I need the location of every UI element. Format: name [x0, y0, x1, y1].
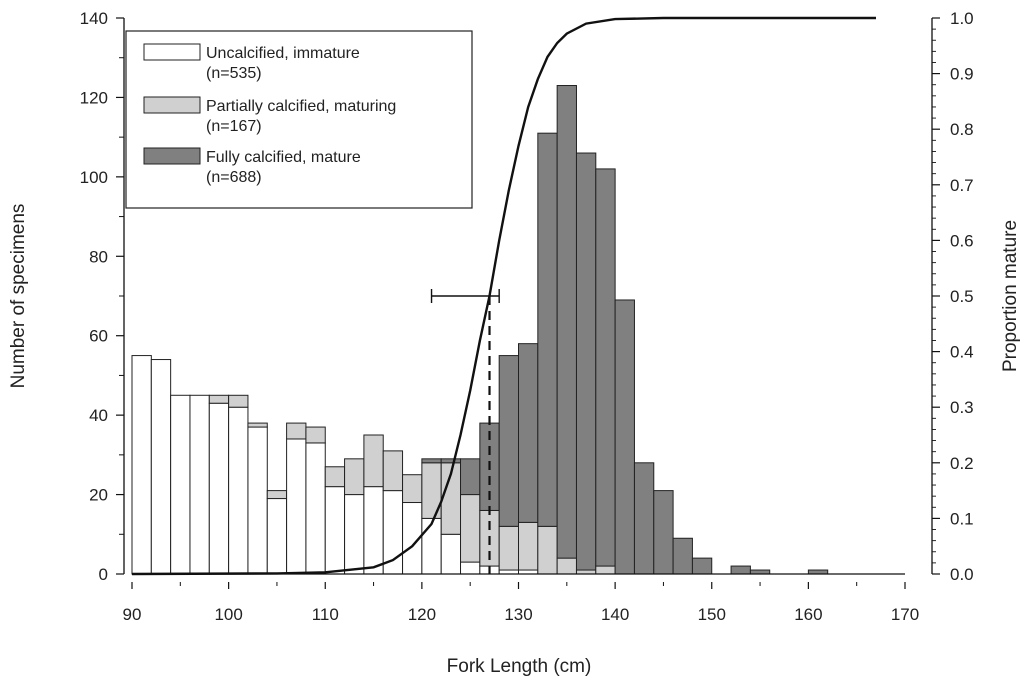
legend-swatch-partial	[143, 96, 201, 114]
x-tick-label-100: 100	[214, 605, 242, 624]
legend-label-uncalcified: Uncalcified, immature	[206, 45, 360, 62]
y-right-tick-label-0.3: 0.3	[950, 398, 974, 417]
bar-partial-114	[363, 434, 384, 488]
legend-count-partial: (n=167)	[206, 118, 262, 135]
bar-uncalcified-122	[440, 533, 462, 575]
bar-partial-118	[402, 474, 423, 504]
bar-partial-98	[208, 394, 230, 404]
bar-uncalcified-98	[208, 402, 230, 575]
bar-mature-152	[730, 565, 751, 575]
x-tick-label-160: 160	[794, 605, 822, 624]
bar-uncalcified-104	[266, 498, 288, 575]
legend-label-partial: Partially calcified, maturing	[206, 98, 396, 115]
bar-uncalcified-120	[421, 517, 442, 575]
bar-partial-128	[498, 525, 519, 571]
bar-mature-146	[672, 537, 693, 575]
y-left-tick-label-120: 120	[80, 88, 108, 107]
x-tick-label-140: 140	[601, 605, 629, 624]
legend-count-uncalcified: (n=535)	[206, 65, 262, 82]
bar-mature-148	[691, 557, 713, 575]
bar-uncalcified-108	[305, 442, 326, 575]
x-tick-label-120: 120	[408, 605, 436, 624]
bar-uncalcified-124	[460, 561, 481, 575]
bar-mature-136	[575, 152, 597, 571]
legend-count-mature: (n=688)	[206, 169, 262, 186]
y-axis-left-label: Number of specimens	[8, 204, 29, 389]
y-axis-right-label: Proportion mature	[1000, 220, 1021, 372]
y-right-tick-label-0.1: 0.1	[950, 509, 974, 528]
x-tick-label-110: 110	[312, 605, 339, 624]
legend-box	[125, 30, 473, 209]
bar-partial-108	[305, 426, 326, 444]
bar-mature-142	[633, 462, 655, 575]
y-left-tick-label-0: 0	[99, 565, 108, 584]
bar-uncalcified-92	[150, 359, 172, 575]
y-right-tick-label-1.0: 1.0	[950, 9, 974, 28]
bar-uncalcified-102	[247, 426, 268, 575]
legend: Uncalcified, immature (n=535) Partially …	[125, 30, 473, 209]
bar-partial-110	[324, 466, 346, 488]
y-left-tick-label-60: 60	[89, 327, 108, 346]
x-tick-label-170: 170	[891, 605, 919, 624]
x-tick-label-150: 150	[698, 605, 726, 624]
y-right-tick-label-0.2: 0.2	[950, 454, 974, 473]
y-right-tick-label-0.0: 0.0	[950, 565, 974, 584]
y-right-tick-label-0.9: 0.9	[950, 65, 974, 84]
bar-uncalcified-110	[324, 486, 346, 575]
bar-partial-112	[344, 458, 365, 496]
bar-mature-138	[595, 168, 616, 567]
bar-partial-104	[266, 490, 288, 500]
bar-uncalcified-96	[189, 394, 210, 575]
bar-mature-122	[440, 458, 462, 464]
bar-mature-140	[614, 299, 635, 575]
bar-mature-132	[537, 132, 558, 527]
bar-partial-106	[286, 422, 307, 440]
y-left-tick-label-80: 80	[89, 247, 108, 266]
bar-mature-134	[556, 85, 577, 559]
bar-uncalcified-94	[170, 394, 191, 575]
bar-partial-130	[518, 521, 539, 571]
bar-partial-132	[537, 525, 558, 575]
bar-mature-144	[653, 490, 674, 575]
y-right-tick-label-0.7: 0.7	[950, 176, 974, 195]
y-right-tick-label-0.8: 0.8	[950, 120, 974, 139]
maturity-ogive-curve	[131, 16, 876, 576]
y-right-tick-label-0.4: 0.4	[950, 343, 974, 362]
axes: 90 100 110 120 130 140 150 160 170 0 20 40 60 80 100 12…	[80, 9, 974, 624]
bar-uncalcified-112	[344, 494, 365, 575]
bar-partial-138	[595, 565, 616, 575]
maturity-curve-layer	[131, 16, 876, 576]
legend-label-mature: Fully calcified, mature	[206, 149, 361, 166]
y-left-tick-label-140: 140	[80, 9, 108, 28]
histogram-bars	[131, 85, 829, 575]
bar-mature-120	[421, 458, 442, 464]
legend-swatch-uncalcified	[143, 43, 201, 61]
bar-partial-102	[247, 422, 268, 428]
bar-partial-116	[382, 450, 404, 492]
x-tick-label-130: 130	[504, 605, 532, 624]
y-right-tick-label-0.6: 0.6	[950, 231, 974, 250]
bar-partial-100	[228, 394, 249, 408]
legend-swatch-mature	[143, 147, 201, 165]
y-left-tick-label-100: 100	[80, 168, 108, 187]
x-tick-label-90: 90	[123, 605, 142, 624]
y-left-tick-label-20: 20	[89, 486, 108, 505]
bar-uncalcified-100	[228, 406, 249, 575]
bar-mature-128	[498, 355, 519, 527]
bar-uncalcified-114	[363, 486, 384, 575]
x-axis-label: Fork Length (cm)	[447, 656, 592, 677]
bar-uncalcified-106	[286, 438, 307, 575]
y-right-tick-label-0.5: 0.5	[950, 287, 974, 306]
bar-partial-124	[460, 494, 481, 563]
y-left-tick-label-40: 40	[89, 406, 108, 425]
bar-uncalcified-90	[131, 355, 152, 575]
bar-mature-124	[460, 458, 481, 496]
bar-partial-134	[556, 557, 577, 575]
bar-mature-130	[518, 343, 539, 523]
